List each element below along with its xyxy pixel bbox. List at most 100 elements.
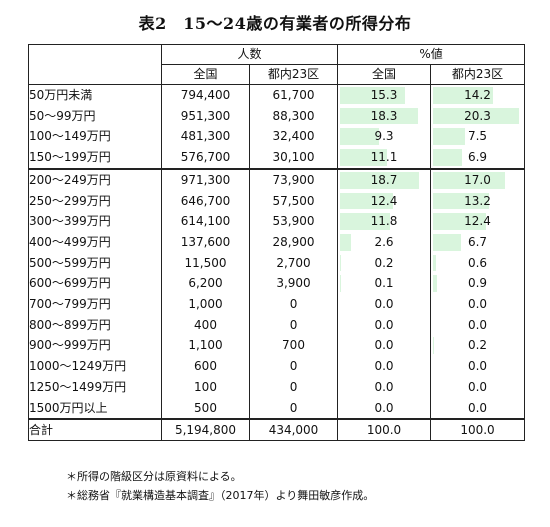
tokyo-percent-bar — [433, 337, 435, 355]
tokyo-percent-header: 都内23区 — [430, 64, 526, 85]
nation-count-cell: 100 — [161, 376, 250, 398]
table-body: 50万円未満 794,400 61,700 15.3 14.2 50～99万円 951,30… — [28, 83, 526, 420]
income-bracket-label: 300～399万円 — [28, 211, 162, 232]
tokyo-count-cell: 30,100 — [248, 147, 339, 169]
tokyo-count-cell: 700 — [248, 335, 339, 357]
tokyo-percent-cell: 20.3 — [430, 105, 526, 127]
nation-percent-value: 9.3 — [374, 129, 394, 144]
tokyo-percent-value: 13.2 — [464, 193, 491, 208]
nation-percent-value: 0.0 — [374, 359, 394, 374]
tokyo-percent-value: 0.6 — [467, 255, 488, 270]
nation-percent-value: 11.8 — [370, 214, 398, 229]
income-bracket-label: 700～799万円 — [28, 294, 162, 315]
nation-count-cell: 481,300 — [161, 126, 250, 148]
nation-percent-bar — [340, 107, 418, 125]
tokyo-percent-cell: 0.0 — [430, 397, 526, 420]
tokyo-count-cell: 0 — [248, 397, 339, 420]
tokyo-percent-cell: 0.0 — [430, 356, 526, 377]
tokyo-count-cell: 28,900 — [248, 231, 339, 253]
tokyo-count-cell: 61,700 — [248, 83, 339, 106]
income-bracket-label: 1250～1499万円 — [28, 376, 162, 398]
total-tokyo-percent: 100.0 — [430, 418, 526, 442]
table-row: 800～899万円 400 0 0.0 0.0 — [28, 314, 526, 336]
table-row: 900～999万円 1,100 700 0.0 0.2 — [28, 335, 526, 357]
nation-percent-bar — [340, 171, 420, 189]
nation-count-cell: 400 — [161, 314, 250, 336]
nation-count-cell: 11,500 — [161, 252, 250, 274]
table-row: 700～799万円 1,000 0 0.0 0.0 — [28, 294, 526, 315]
tokyo-percent-cell: 12.4 — [430, 211, 526, 232]
tokyo-percent-value: 0.0 — [467, 400, 488, 415]
total-nation-percent: 100.0 — [337, 418, 432, 442]
tokyo-percent-cell: 6.7 — [430, 231, 526, 253]
total-nation-count: 5,194,800 — [161, 418, 250, 442]
nation-count-cell: 1,000 — [161, 294, 250, 315]
tokyo-percent-cell: 14.2 — [430, 83, 526, 106]
nation-count-cell: 6,200 — [161, 273, 250, 295]
tokyo-percent-cell: 6.9 — [430, 147, 526, 169]
nation-percent-value: 12.4 — [370, 193, 398, 208]
table-row: 1000～1249万円 600 0 0.0 0.0 — [28, 356, 526, 377]
income-bracket-label: 150～199万円 — [28, 147, 162, 169]
nation-percent-bar — [340, 149, 388, 166]
tokyo-percent-value: 0.0 — [467, 379, 488, 394]
tokyo-count-cell: 0 — [248, 376, 339, 398]
nation-percent-cell: 0.0 — [337, 397, 432, 420]
table-row: 200～249万円 971,300 73,900 18.7 17.0 — [28, 167, 526, 191]
nation-percent-header: 全国 — [337, 64, 432, 85]
table-row: 50万円未満 794,400 61,700 15.3 14.2 — [28, 83, 526, 106]
nation-percent-value: 11.1 — [370, 150, 398, 165]
tokyo-percent-bar — [433, 254, 436, 272]
tokyo-count-cell: 73,900 — [248, 167, 339, 191]
nation-percent-bar — [340, 254, 342, 272]
income-bracket-label: 200～249万円 — [28, 167, 162, 191]
table-row: 300～399万円 614,100 53,900 11.8 12.4 — [28, 211, 526, 232]
tokyo-percent-value: 7.5 — [467, 129, 488, 144]
tokyo-percent-bar — [433, 128, 465, 146]
nation-percent-value: 0.0 — [374, 379, 394, 394]
nation-percent-cell: 0.0 — [337, 314, 432, 336]
nation-count-cell: 646,700 — [161, 190, 250, 212]
tokyo-percent-value: 0.0 — [467, 317, 488, 332]
table-title: 表2 15～24歳の有業者の所得分布 — [138, 14, 412, 33]
income-bracket-label: 250～299万円 — [28, 190, 162, 212]
nation-count-cell: 794,400 — [161, 83, 250, 106]
nation-percent-bar — [340, 128, 380, 146]
tokyo-count-cell: 0 — [248, 314, 339, 336]
tokyo-percent-cell: 13.2 — [430, 190, 526, 212]
tokyo-percent-cell: 17.0 — [430, 167, 526, 191]
nation-percent-bar — [340, 192, 393, 210]
total-label: 合計 — [28, 418, 162, 442]
total-tokyo-count: 434,000 — [248, 418, 339, 442]
nation-percent-value: 18.7 — [370, 172, 398, 187]
nation-percent-cell: 0.1 — [337, 273, 432, 295]
nation-count-cell: 500 — [161, 397, 250, 420]
count-group-header: 人数 — [160, 44, 339, 65]
nation-percent-bar — [340, 233, 352, 251]
nation-percent-value: 0.2 — [374, 255, 394, 270]
nation-percent-cell: 2.6 — [337, 231, 432, 253]
nation-percent-value: 15.3 — [370, 88, 398, 102]
nation-percent-cell: 15.3 — [337, 83, 432, 106]
tokyo-percent-value: 17.0 — [464, 172, 491, 187]
tokyo-percent-bar — [433, 233, 462, 251]
table-row: 50～99万円 951,300 88,300 18.3 20.3 — [28, 105, 526, 127]
table-row: 600～699万円 6,200 3,900 0.1 0.9 — [28, 273, 526, 295]
nation-percent-value: 0.1 — [374, 276, 394, 291]
tokyo-count-header: 都内23区 — [248, 64, 339, 85]
table-row: 100～149万円 481,300 32,400 9.3 7.5 — [28, 126, 526, 148]
table-row: 150～199万円 576,700 30,100 11.1 6.9 — [28, 147, 526, 169]
footnotes: ＊所得の階級区分は原資料による。 ＊総務省『就業構造基本調査』（2017年）より… — [66, 467, 374, 505]
income-bracket-label: 900～999万円 — [28, 335, 162, 357]
income-bracket-label: 800～899万円 — [28, 314, 162, 336]
nation-percent-bar — [340, 213, 390, 230]
tokyo-percent-value: 12.4 — [464, 214, 491, 229]
nation-count-cell: 951,300 — [161, 105, 250, 127]
footnote-2: ＊総務省『就業構造基本調査』（2017年）より舞田敏彦作成。 — [66, 489, 375, 502]
tokyo-count-cell: 32,400 — [248, 126, 339, 148]
tokyo-percent-bar — [433, 213, 486, 230]
tokyo-percent-bar — [433, 171, 506, 189]
nation-percent-cell: 11.1 — [337, 147, 432, 169]
table-row: 400～499万円 137,600 28,900 2.6 6.7 — [28, 231, 526, 253]
corner-header-cell — [28, 44, 162, 85]
